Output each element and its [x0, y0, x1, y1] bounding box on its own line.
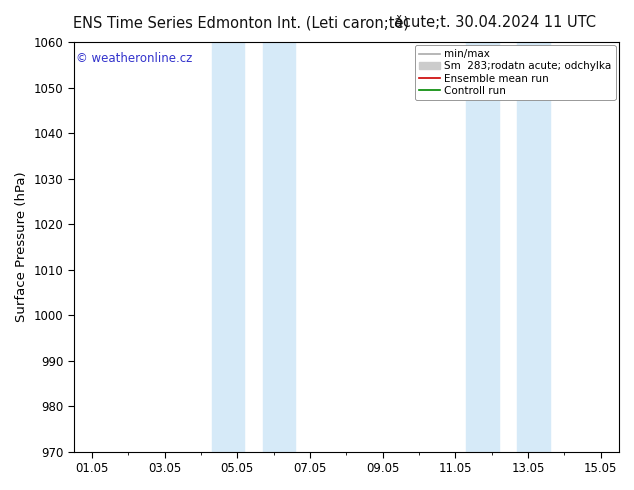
Bar — [212, 42, 245, 452]
Text: acute;t. 30.04.2024 11 UTC: acute;t. 30.04.2024 11 UTC — [394, 15, 595, 30]
Y-axis label: Surface Pressure (hPa): Surface Pressure (hPa) — [15, 172, 28, 322]
Bar — [262, 42, 295, 452]
Bar — [517, 42, 550, 452]
Text: ENS Time Series Edmonton Int. (Leti caron;tě): ENS Time Series Edmonton Int. (Leti caro… — [73, 15, 409, 30]
Bar — [466, 42, 499, 452]
Legend: min/max, Sm  283;rodatn acute; odchylka, Ensemble mean run, Controll run: min/max, Sm 283;rodatn acute; odchylka, … — [415, 45, 616, 100]
Text: © weatheronline.cz: © weatheronline.cz — [77, 52, 193, 65]
